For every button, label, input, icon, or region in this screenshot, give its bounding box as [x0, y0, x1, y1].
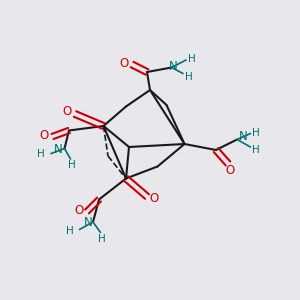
Text: H: H: [68, 160, 76, 170]
Text: H: H: [37, 149, 44, 159]
Text: H: H: [184, 71, 192, 82]
Text: N: N: [54, 142, 63, 156]
Text: O: O: [75, 204, 84, 218]
Text: O: O: [226, 164, 235, 177]
Text: H: H: [252, 128, 260, 138]
Text: N: N: [84, 216, 92, 229]
Text: O: O: [62, 105, 71, 118]
Text: H: H: [98, 234, 106, 244]
Text: H: H: [66, 226, 74, 236]
Text: N: N: [169, 59, 178, 73]
Text: O: O: [150, 191, 159, 205]
Text: O: O: [40, 129, 49, 142]
Text: H: H: [252, 145, 260, 155]
Text: H: H: [188, 54, 195, 64]
Text: O: O: [120, 57, 129, 70]
Text: N: N: [238, 130, 247, 143]
